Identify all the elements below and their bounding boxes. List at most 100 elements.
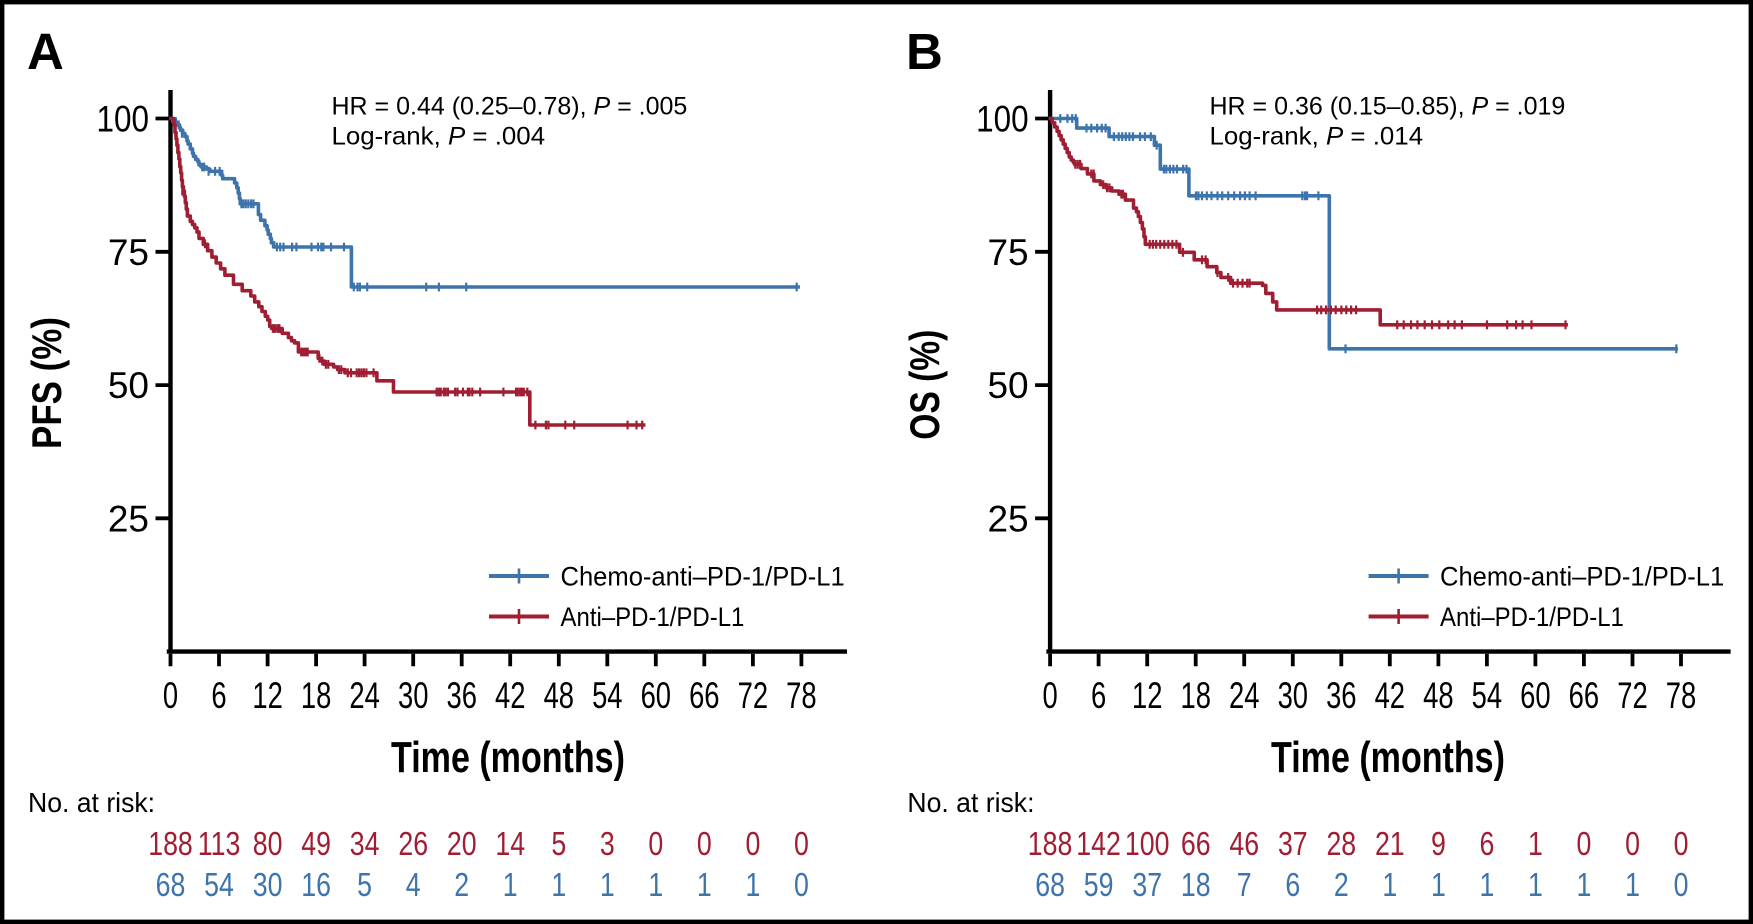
svg-text:68: 68: [1035, 867, 1065, 903]
svg-text:HR = 0.36 (0.15–0.85), P = .01: HR = 0.36 (0.15–0.85), P = .019: [1210, 93, 1566, 121]
svg-text:Time (months): Time (months): [1271, 733, 1505, 782]
svg-text:2: 2: [1334, 867, 1349, 903]
svg-text:1: 1: [648, 867, 663, 903]
svg-text:68: 68: [156, 867, 186, 903]
svg-text:0: 0: [1674, 867, 1689, 903]
svg-text:9: 9: [1431, 826, 1446, 862]
svg-text:80: 80: [253, 826, 283, 862]
svg-text:0: 0: [1674, 826, 1689, 862]
svg-text:5: 5: [551, 826, 566, 862]
svg-text:1: 1: [745, 867, 760, 903]
svg-text:PFS (%): PFS (%): [24, 317, 71, 449]
svg-text:OS (%): OS (%): [903, 330, 949, 440]
svg-text:26: 26: [398, 826, 428, 862]
svg-text:1: 1: [551, 867, 566, 903]
svg-text:50: 50: [987, 365, 1028, 406]
svg-text:30: 30: [253, 867, 283, 903]
svg-text:20: 20: [447, 826, 477, 862]
svg-text:12: 12: [252, 675, 282, 716]
svg-text:Log-rank, P = .004: Log-rank, P = .004: [332, 123, 546, 151]
svg-text:36: 36: [1326, 675, 1356, 716]
svg-text:18: 18: [1181, 867, 1211, 903]
svg-text:54: 54: [592, 675, 622, 716]
svg-text:1: 1: [1625, 867, 1640, 903]
svg-text:1: 1: [1479, 867, 1494, 903]
svg-text:0: 0: [648, 826, 663, 862]
svg-text:1: 1: [503, 867, 518, 903]
svg-text:18: 18: [1180, 675, 1210, 716]
svg-text:34: 34: [350, 826, 380, 862]
svg-text:14: 14: [495, 826, 525, 862]
svg-text:18: 18: [301, 675, 331, 716]
svg-text:48: 48: [1423, 675, 1453, 716]
svg-text:54: 54: [204, 867, 234, 903]
svg-text:4: 4: [406, 867, 421, 903]
svg-text:6: 6: [1479, 826, 1494, 862]
svg-text:25: 25: [987, 498, 1028, 539]
svg-text:188: 188: [1028, 826, 1073, 862]
svg-text:6: 6: [1091, 675, 1106, 716]
svg-text:50: 50: [108, 365, 149, 406]
svg-text:59: 59: [1084, 867, 1114, 903]
svg-text:100: 100: [97, 99, 149, 140]
svg-text:Time (months): Time (months): [391, 733, 625, 782]
svg-text:28: 28: [1326, 826, 1356, 862]
svg-text:113: 113: [198, 826, 241, 862]
svg-text:0: 0: [163, 675, 178, 716]
svg-text:24: 24: [349, 675, 379, 716]
svg-text:72: 72: [738, 675, 768, 716]
svg-text:37: 37: [1278, 826, 1308, 862]
svg-text:Log-rank, P = .014: Log-rank, P = .014: [1210, 123, 1424, 151]
svg-text:5: 5: [357, 867, 372, 903]
svg-text:100: 100: [976, 99, 1028, 140]
svg-text:66: 66: [1181, 826, 1211, 862]
svg-text:No. at risk:: No. at risk:: [28, 786, 155, 818]
svg-text:1: 1: [1576, 867, 1591, 903]
svg-text:0: 0: [1625, 826, 1640, 862]
svg-text:16: 16: [301, 867, 331, 903]
svg-text:54: 54: [1472, 675, 1502, 716]
svg-text:75: 75: [987, 232, 1028, 273]
svg-text:188: 188: [148, 826, 193, 862]
svg-text:HR = 0.44 (0.25–0.78), P = .00: HR = 0.44 (0.25–0.78), P = .005: [332, 93, 688, 121]
svg-text:1: 1: [697, 867, 712, 903]
svg-text:0: 0: [794, 867, 809, 903]
svg-text:12: 12: [1132, 675, 1162, 716]
svg-text:0: 0: [1042, 675, 1057, 716]
svg-text:1: 1: [1382, 867, 1397, 903]
svg-text:2: 2: [454, 867, 469, 903]
svg-text:49: 49: [301, 826, 331, 862]
svg-text:75: 75: [108, 232, 149, 273]
svg-text:6: 6: [1285, 867, 1300, 903]
svg-text:30: 30: [1278, 675, 1308, 716]
svg-text:6: 6: [211, 675, 226, 716]
svg-text:72: 72: [1617, 675, 1647, 716]
svg-text:42: 42: [495, 675, 525, 716]
svg-text:0: 0: [1576, 826, 1591, 862]
svg-text:Anti–PD-1/PD-L1: Anti–PD-1/PD-L1: [1440, 603, 1624, 632]
svg-text:B: B: [906, 23, 943, 80]
svg-text:Anti–PD-1/PD-L1: Anti–PD-1/PD-L1: [561, 603, 745, 632]
svg-text:1: 1: [1528, 826, 1543, 862]
svg-text:0: 0: [745, 826, 760, 862]
svg-text:78: 78: [786, 675, 816, 716]
svg-text:A: A: [27, 23, 64, 80]
svg-text:30: 30: [398, 675, 428, 716]
svg-text:66: 66: [689, 675, 719, 716]
svg-text:1: 1: [600, 867, 615, 903]
svg-text:48: 48: [544, 675, 574, 716]
svg-text:42: 42: [1375, 675, 1405, 716]
svg-text:60: 60: [1520, 675, 1550, 716]
svg-text:No. at risk:: No. at risk:: [907, 786, 1034, 818]
svg-text:24: 24: [1229, 675, 1259, 716]
svg-text:78: 78: [1666, 675, 1696, 716]
svg-text:46: 46: [1229, 826, 1259, 862]
svg-text:Chemo-anti–PD-1/PD-L1: Chemo-anti–PD-1/PD-L1: [561, 561, 845, 592]
svg-text:0: 0: [697, 826, 712, 862]
svg-text:37: 37: [1132, 867, 1162, 903]
svg-text:3: 3: [600, 826, 615, 862]
svg-text:7: 7: [1237, 867, 1252, 903]
svg-text:142: 142: [1076, 826, 1121, 862]
svg-text:Chemo-anti–PD-1/PD-L1: Chemo-anti–PD-1/PD-L1: [1440, 561, 1724, 592]
svg-text:60: 60: [641, 675, 671, 716]
